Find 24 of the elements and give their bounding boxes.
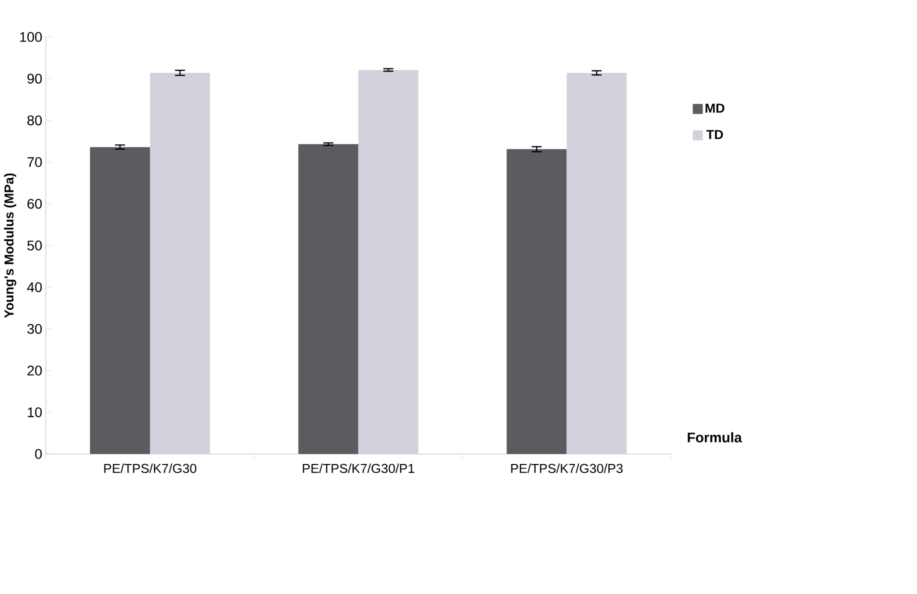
y-tick-label: 30 <box>27 324 42 334</box>
bar <box>298 144 358 454</box>
y-tick-label: 20 <box>28 366 42 376</box>
y-tick-label: 80 <box>27 115 42 126</box>
y-tick-label: 40 <box>27 282 42 292</box>
y-tick-label: 50 <box>27 240 42 250</box>
x-tick-label: PE/TPS/K7/G30 <box>104 464 196 474</box>
y-tick-label: 90 <box>27 74 42 84</box>
bar <box>506 149 567 454</box>
bar <box>566 72 627 454</box>
legend-label: TD <box>706 130 723 140</box>
y-axis-title: Young's Modulus (MPa) <box>4 173 16 318</box>
y-tick-label: 70 <box>28 157 42 168</box>
x-tick-label: PE/TPS/K7/G30/P1 <box>302 464 414 474</box>
legend-label: MD <box>706 104 724 113</box>
bar <box>90 147 150 454</box>
y-tick-label: 10 <box>28 407 42 418</box>
y-tick-label: 60 <box>28 198 42 209</box>
bar <box>358 70 418 454</box>
y-tick-label: 0 <box>35 449 42 459</box>
x-tick-label: PE/TPS/K7/G30/P3 <box>511 464 623 474</box>
bar <box>150 72 210 454</box>
x-axis-title: Formula <box>688 432 742 442</box>
y-tick-label: 100 <box>20 32 42 42</box>
